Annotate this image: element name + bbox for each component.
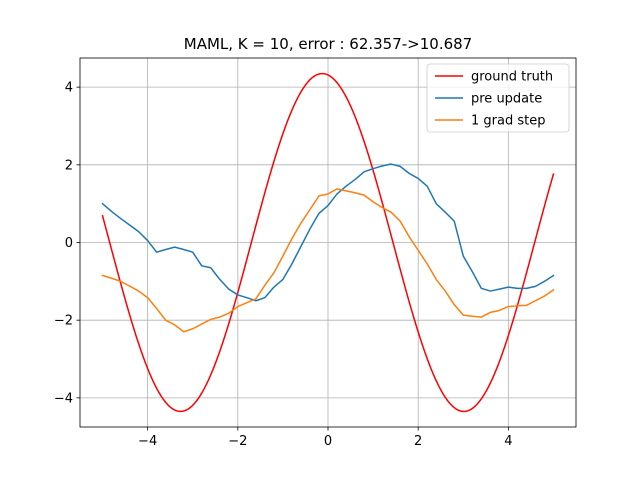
series-lines [101,72,555,413]
x-tick-label: 2 [414,434,422,449]
legend: ground truth pre update 1 grad step [426,63,570,133]
axis-ticks: −4 −2 0 2 4 −4 −2 0 2 4 [54,81,513,449]
x-tick-label: 4 [504,434,512,449]
chart-title: MAML, K = 10, error : 62.357->10.687 [184,35,472,53]
series-line-1-grad-step [101,188,555,333]
x-tick-label: 0 [324,434,332,449]
legend-label: ground truth [471,70,553,85]
series-line-pre-update [101,163,555,302]
y-tick-label: 2 [65,158,73,173]
y-tick-label: 4 [65,81,73,96]
legend-label: 1 grad step [471,114,545,129]
series-line-ground-truth [101,72,555,413]
legend-label: pre update [471,92,542,107]
legend-box [426,63,570,133]
y-tick-label: −2 [54,314,73,329]
x-tick-label: −2 [228,434,247,449]
y-tick-label: 0 [65,236,73,251]
y-tick-label: −4 [54,391,73,406]
x-tick-label: −4 [138,434,157,449]
